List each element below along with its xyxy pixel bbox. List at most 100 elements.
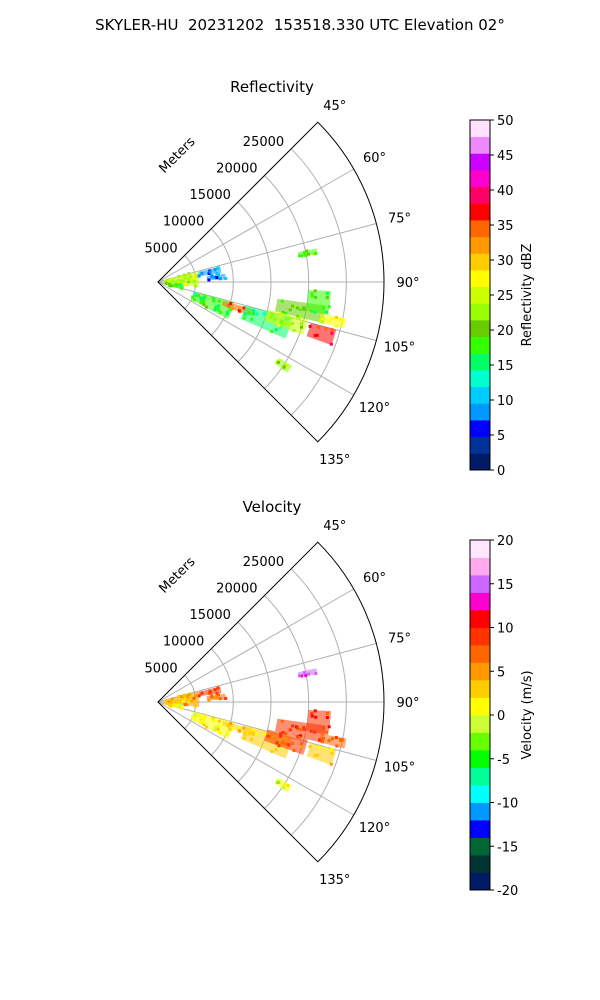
velocity-colorbar-tick-label-4: 0 bbox=[497, 709, 505, 724]
velocity-colorbar-tick-label-3: -5 bbox=[497, 753, 510, 768]
reflectivity-azimuth-gridline-1 bbox=[157, 168, 354, 283]
reflectivity-radial-tick-label-4: 25000 bbox=[243, 135, 284, 150]
reflectivity-colorbar-band-13 bbox=[470, 236, 490, 254]
velocity-azimuth-tick-label-5: 120° bbox=[359, 821, 390, 836]
reflectivity-azimuth-gridline-2 bbox=[157, 223, 377, 283]
velocity-colorbar-band-18 bbox=[470, 557, 490, 576]
velocity-azimuth-tick-label-3: 90° bbox=[396, 696, 419, 711]
velocity-azimuth-gridline-1 bbox=[157, 588, 354, 703]
velocity-azimuth-tick-label-1: 60° bbox=[363, 571, 386, 586]
reflectivity-colorbar-tick-label-7: 35 bbox=[497, 219, 514, 234]
reflectivity-panel-title: Reflectivity bbox=[230, 78, 314, 96]
reflectivity-echo-cell-8 bbox=[264, 309, 308, 335]
reflectivity-colorbar-band-18 bbox=[470, 153, 490, 171]
reflectivity-colorbar-band-0 bbox=[470, 453, 490, 471]
velocity-radial-tick-label-4: 25000 bbox=[243, 555, 284, 570]
reflectivity-colorbar-tick-label-5: 25 bbox=[497, 289, 514, 304]
reflectivity-colorbar-tick-label-4: 20 bbox=[497, 324, 514, 339]
velocity-radial-axis-label: Meters bbox=[157, 554, 199, 596]
velocity-echo-cell-8 bbox=[264, 729, 308, 755]
reflectivity-echo-cell-1 bbox=[164, 281, 185, 291]
reflectivity-azimuth-tick-label-3: 90° bbox=[396, 276, 419, 291]
figure-title: SKYLER-HU 20231202 153518.330 UTC Elevat… bbox=[95, 16, 505, 34]
reflectivity-colorbar-band-7 bbox=[470, 336, 490, 354]
reflectivity-echo-cell-13 bbox=[275, 357, 293, 373]
reflectivity-colorbar-tick-label-9: 45 bbox=[497, 149, 514, 164]
velocity-colorbar-tick-label-8: 20 bbox=[497, 534, 514, 549]
velocity-radial-tick-label-1: 10000 bbox=[163, 635, 204, 650]
reflectivity-colorbar-band-1 bbox=[470, 436, 490, 454]
reflectivity-colorbar-band-4 bbox=[470, 386, 490, 404]
velocity-colorbar-band-15 bbox=[470, 610, 490, 628]
reflectivity-colorbar-band-20 bbox=[470, 120, 490, 138]
reflectivity-colorbar-band-5 bbox=[470, 370, 490, 388]
velocity-echo-cell-13 bbox=[275, 777, 293, 793]
reflectivity-colorbar-band-16 bbox=[470, 186, 490, 204]
velocity-colorbar-band-13 bbox=[470, 645, 490, 663]
reflectivity-echo-cell-12 bbox=[298, 248, 318, 258]
reflectivity-azimuth-tick-label-0: 45° bbox=[323, 99, 346, 114]
velocity-colorbar-band-12 bbox=[470, 662, 490, 681]
reflectivity-echo-cell-2 bbox=[197, 266, 222, 278]
reflectivity-azimuth-tick-label-4: 105° bbox=[384, 341, 415, 356]
velocity-colorbar-band-3 bbox=[470, 820, 490, 838]
reflectivity-azimuth-tick-label-6: 135° bbox=[319, 453, 350, 468]
reflectivity-radial-tick-label-1: 10000 bbox=[163, 215, 204, 230]
reflectivity-radial-tick-label-2: 15000 bbox=[190, 188, 231, 203]
velocity-echo-cell-9 bbox=[305, 709, 332, 736]
reflectivity-colorbar-tick-label-1: 5 bbox=[497, 429, 505, 444]
velocity-chart: Velocity 5000 10000 15000 20000 25000 45° 60° 7… bbox=[145, 498, 535, 899]
velocity-colorbar-band-10 bbox=[470, 697, 490, 716]
velocity-azimuth-tick-label-0: 45° bbox=[323, 519, 346, 534]
reflectivity-echo-cell-3 bbox=[206, 273, 228, 282]
velocity-panel-title: Velocity bbox=[243, 498, 302, 516]
velocity-colorbar-band-7 bbox=[470, 750, 490, 768]
velocity-colorbar-band-0 bbox=[470, 872, 490, 891]
velocity-echo-cell-0 bbox=[164, 691, 200, 708]
velocity-sector-outline bbox=[157, 541, 385, 863]
reflectivity-colorbar-label: Reflectivity dBZ bbox=[520, 244, 535, 347]
reflectivity-azimuth-tick-label-5: 120° bbox=[359, 401, 390, 416]
reflectivity-chart: Reflectivity 5000 10000 15000 20000 25000 45°… bbox=[145, 78, 535, 479]
reflectivity-radial-axis-label: Meters bbox=[157, 134, 199, 176]
velocity-colorbar-tick-label-6: 10 bbox=[497, 622, 514, 637]
velocity-colorbar-label: Velocity (m/s) bbox=[520, 670, 535, 759]
velocity-colorbar-band-2 bbox=[470, 837, 490, 856]
reflectivity-colorbar-band-17 bbox=[470, 170, 490, 188]
velocity-colorbar-band-9 bbox=[470, 715, 490, 733]
reflectivity-colorbar-band-3 bbox=[470, 403, 490, 421]
reflectivity-echo-cell-10 bbox=[318, 313, 347, 329]
velocity-echo-cell-11 bbox=[306, 742, 337, 766]
velocity-colorbar-band-4 bbox=[470, 802, 490, 821]
velocity-azimuth-tick-label-4: 105° bbox=[384, 761, 415, 776]
velocity-radial-tick-label-3: 20000 bbox=[216, 581, 257, 596]
reflectivity-azimuth-tick-label-1: 60° bbox=[363, 151, 386, 166]
reflectivity-colorbar-band-8 bbox=[470, 320, 490, 338]
velocity-colorbar-band-6 bbox=[470, 767, 490, 786]
velocity-colorbar-tick-label-1: -15 bbox=[497, 840, 518, 855]
velocity-echo-cell-1 bbox=[164, 701, 185, 711]
velocity-colorbar-band-14 bbox=[470, 627, 490, 646]
velocity-colorbar-band-8 bbox=[470, 732, 490, 751]
reflectivity-azimuth-gridline-5 bbox=[157, 281, 354, 396]
reflectivity-echo-cell-9 bbox=[305, 289, 332, 316]
reflectivity-panel: Reflectivity 5000 10000 15000 20000 25000 45°… bbox=[0, 60, 600, 480]
reflectivity-colorbar-band-2 bbox=[470, 420, 490, 438]
reflectivity-colorbar-band-15 bbox=[470, 203, 490, 221]
velocity-echo-cell-2 bbox=[197, 686, 222, 698]
velocity-azimuth-gridline-2 bbox=[157, 643, 377, 703]
reflectivity-azimuth-tick-label-2: 75° bbox=[388, 211, 411, 226]
velocity-echo-cell-4 bbox=[191, 711, 235, 740]
reflectivity-colorbar-band-9 bbox=[470, 303, 490, 321]
velocity-azimuth-gridline-5 bbox=[157, 701, 354, 816]
velocity-colorbar-tick-label-0: -20 bbox=[497, 884, 518, 899]
velocity-azimuth-tick-label-2: 75° bbox=[388, 631, 411, 646]
velocity-panel: Velocity 5000 10000 15000 20000 25000 45° 60° 7… bbox=[0, 480, 600, 900]
velocity-colorbar-band-11 bbox=[470, 680, 490, 698]
reflectivity-echo-cell-4 bbox=[191, 291, 235, 320]
velocity-colorbar-band-16 bbox=[470, 592, 490, 611]
reflectivity-colorbar-tick-label-0: 0 bbox=[497, 464, 505, 479]
velocity-colorbar-band-5 bbox=[470, 785, 490, 803]
reflectivity-colorbar-tick-label-8: 40 bbox=[497, 184, 514, 199]
reflectivity-colorbar-tick-label-6: 30 bbox=[497, 254, 514, 269]
